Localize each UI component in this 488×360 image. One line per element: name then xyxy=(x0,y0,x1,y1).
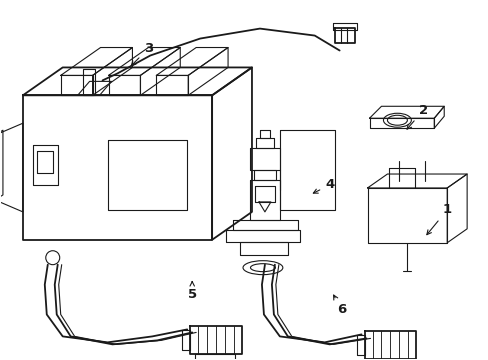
Polygon shape xyxy=(334,28,354,42)
Polygon shape xyxy=(61,75,92,95)
Polygon shape xyxy=(249,148,279,170)
Polygon shape xyxy=(212,67,251,240)
Polygon shape xyxy=(364,332,415,359)
Polygon shape xyxy=(369,106,443,118)
Polygon shape xyxy=(225,230,299,242)
Polygon shape xyxy=(108,75,140,95)
Polygon shape xyxy=(260,130,269,138)
Polygon shape xyxy=(156,75,188,95)
Polygon shape xyxy=(23,95,212,240)
Polygon shape xyxy=(367,174,466,188)
Polygon shape xyxy=(190,327,242,354)
Polygon shape xyxy=(61,48,132,75)
Polygon shape xyxy=(0,123,23,212)
Text: 6: 6 xyxy=(333,295,346,316)
Polygon shape xyxy=(82,69,94,95)
Polygon shape xyxy=(156,48,227,75)
Polygon shape xyxy=(249,180,279,220)
Text: 5: 5 xyxy=(187,282,196,301)
Polygon shape xyxy=(447,174,466,243)
Polygon shape xyxy=(367,188,447,243)
Text: 3: 3 xyxy=(131,42,153,66)
Polygon shape xyxy=(188,48,227,95)
Polygon shape xyxy=(255,138,273,148)
Polygon shape xyxy=(253,170,275,180)
Polygon shape xyxy=(23,67,251,95)
Text: 2: 2 xyxy=(406,104,427,129)
Polygon shape xyxy=(369,118,433,128)
Text: 4: 4 xyxy=(313,179,334,193)
Polygon shape xyxy=(108,48,180,75)
Polygon shape xyxy=(92,48,132,95)
Text: 1: 1 xyxy=(426,203,451,235)
Polygon shape xyxy=(233,220,297,230)
Polygon shape xyxy=(140,48,180,95)
Polygon shape xyxy=(433,106,443,128)
Polygon shape xyxy=(78,81,111,95)
